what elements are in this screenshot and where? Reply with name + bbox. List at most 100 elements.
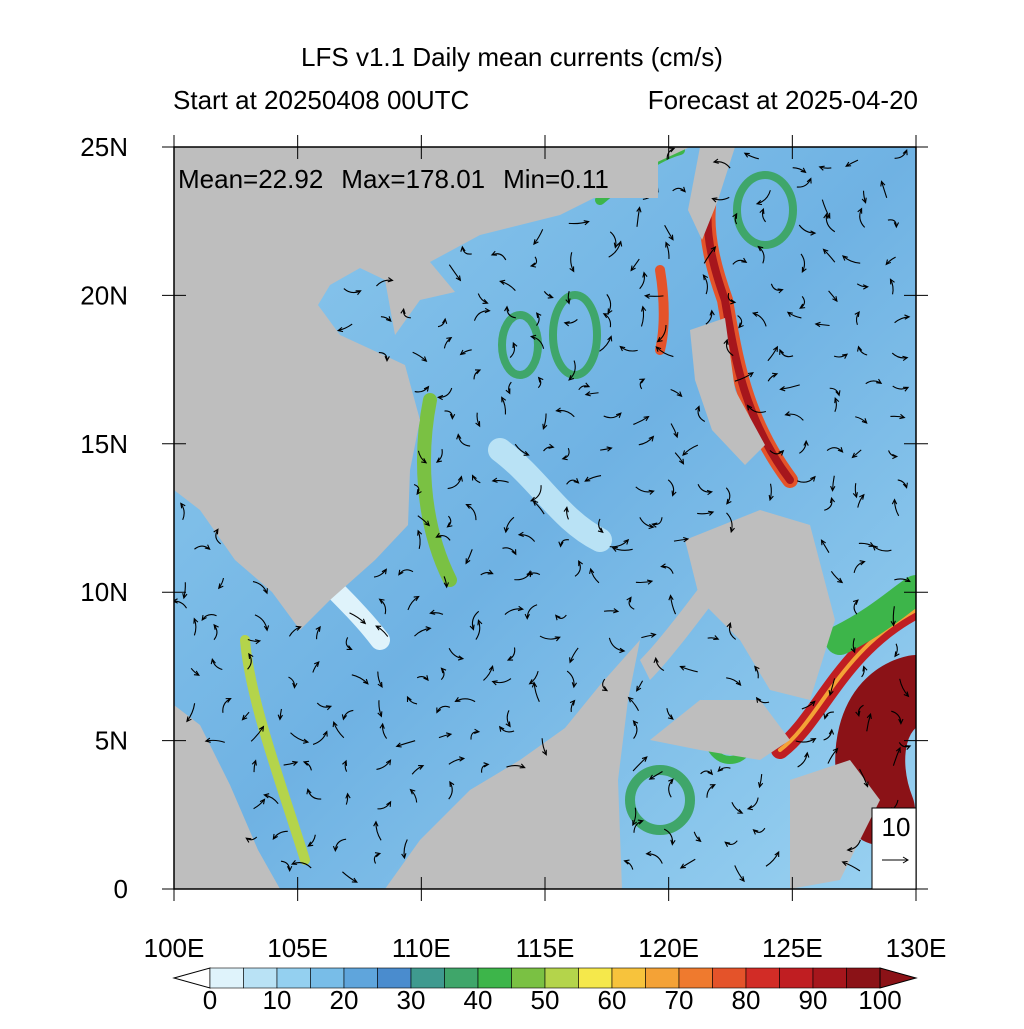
streamline	[440, 667, 447, 681]
streamline	[315, 625, 321, 640]
streamline	[705, 309, 715, 325]
streamline	[898, 742, 912, 751]
streamline	[850, 638, 856, 654]
colorbar-label: 70	[665, 985, 694, 1015]
streamline	[435, 532, 451, 541]
streamline	[880, 180, 888, 198]
streamline	[377, 700, 383, 718]
streamline	[608, 240, 623, 258]
x-tick-label: 130E	[886, 933, 947, 963]
streamline	[190, 667, 200, 676]
streamline	[373, 568, 387, 578]
streamline	[619, 345, 638, 352]
streamline	[826, 446, 844, 453]
streamline	[465, 549, 473, 565]
streamline	[349, 612, 367, 625]
streamline	[737, 315, 744, 329]
streamline	[799, 296, 806, 309]
streamline	[824, 496, 836, 511]
streamline	[473, 369, 482, 380]
streamline	[767, 345, 778, 362]
streamline	[543, 291, 554, 299]
streamline	[332, 838, 347, 852]
streamline	[632, 756, 648, 772]
streamline	[660, 563, 674, 574]
streamline	[653, 656, 665, 672]
streamline	[632, 807, 638, 827]
streamline	[473, 307, 491, 321]
streamline	[799, 439, 809, 454]
streamline	[638, 435, 655, 446]
streamline	[446, 515, 453, 528]
streamline	[707, 635, 720, 641]
streamline	[846, 839, 861, 853]
streamline	[290, 732, 310, 744]
streamline	[312, 661, 320, 673]
colorbar-label: 50	[531, 985, 560, 1015]
streamline	[854, 310, 860, 326]
streamline	[666, 708, 674, 720]
streamline	[477, 293, 489, 305]
y-tick-label: 25N	[80, 132, 128, 162]
streamline	[584, 391, 599, 397]
streamline	[378, 352, 390, 363]
streamline	[755, 696, 770, 704]
streamline	[887, 219, 900, 229]
streamline	[213, 528, 222, 545]
streamline	[438, 732, 453, 739]
streamline	[288, 676, 298, 689]
streamline	[830, 475, 836, 492]
streamline	[456, 433, 471, 447]
streamline	[734, 865, 745, 883]
streamline	[447, 475, 463, 490]
streamline	[890, 413, 906, 420]
streamline	[792, 167, 807, 174]
streamline	[635, 680, 644, 692]
streamline	[656, 324, 667, 343]
streamline	[373, 852, 382, 864]
streamline	[379, 722, 388, 739]
streamline	[502, 547, 517, 556]
streamline	[823, 212, 836, 233]
streamline	[272, 830, 288, 840]
streamline	[417, 515, 431, 527]
streamline	[797, 475, 816, 483]
streamline	[213, 623, 219, 641]
streamline	[417, 450, 428, 464]
streamline	[784, 411, 804, 421]
streamline	[814, 321, 830, 328]
streamline	[378, 598, 387, 615]
streamline	[490, 250, 507, 261]
streamline	[400, 307, 411, 319]
streamline	[664, 224, 674, 241]
reference-label: 10	[882, 812, 911, 842]
streamline	[569, 252, 575, 273]
streamline	[861, 665, 868, 678]
colorbar-label: 20	[330, 985, 359, 1015]
streamline	[818, 165, 832, 171]
streamline	[663, 828, 676, 846]
streamline	[448, 780, 455, 800]
x-tick-label: 115E	[516, 933, 575, 963]
streamline	[643, 293, 664, 299]
stats-box	[178, 158, 658, 198]
streamline	[894, 314, 911, 324]
streamline	[345, 637, 353, 651]
streamline	[859, 768, 869, 788]
subtitle-left: Start at 20250408 00UTC	[173, 85, 469, 115]
streamline	[673, 536, 690, 543]
streamline	[779, 384, 800, 392]
streamline	[851, 449, 862, 459]
streamline	[606, 294, 613, 315]
streamline	[665, 241, 671, 259]
reference-arrow	[882, 856, 909, 864]
streamline	[732, 212, 738, 225]
axes: 100E 105E 110E 115E 120E 125E 130E 0 5N 10N 15N 20N…	[80, 132, 946, 963]
streamline	[568, 220, 590, 226]
streamline	[800, 253, 807, 273]
streamline	[885, 256, 896, 266]
streamline	[448, 648, 465, 661]
stats: Mean=22.92 Max=178.01 Min=0.11	[178, 164, 609, 194]
